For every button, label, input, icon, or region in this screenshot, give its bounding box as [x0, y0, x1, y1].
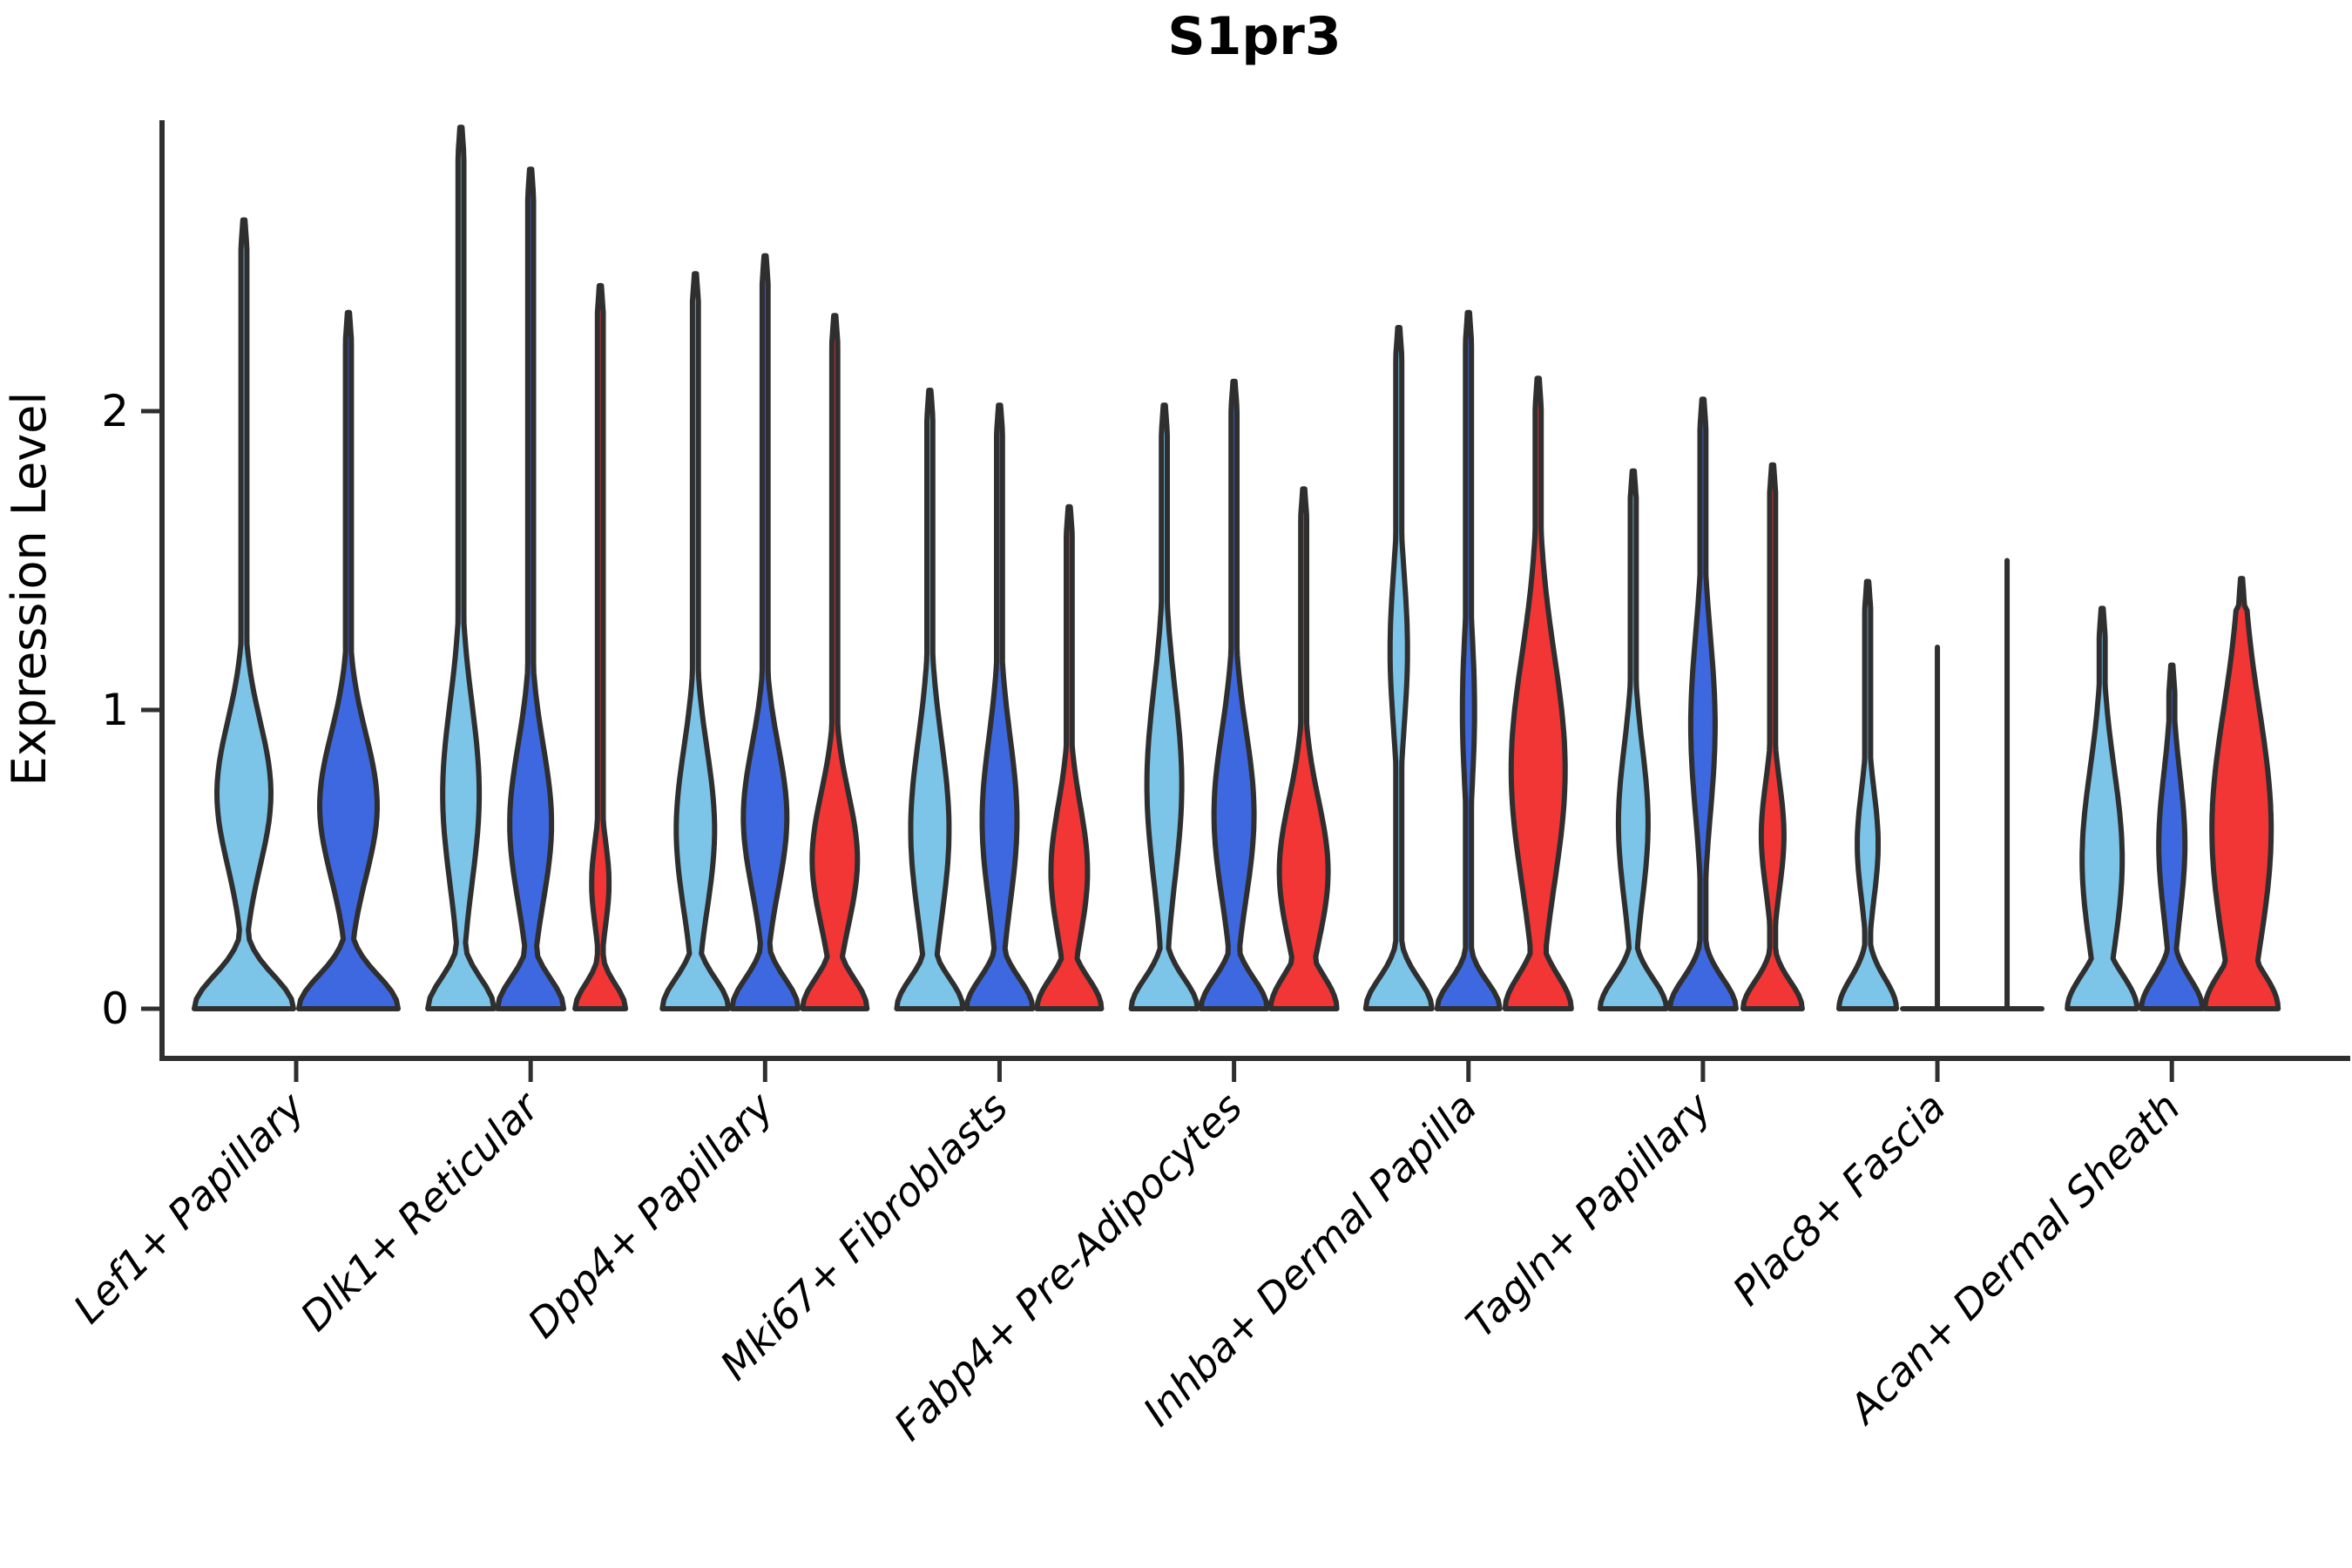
x-tick-label: Dpp4+ Papillary	[518, 1083, 782, 1347]
violin-fabp4-pre-adipocytes-dark_blue	[1198, 378, 1270, 1011]
violin-tagln-papillary-light_blue	[1597, 468, 1669, 1011]
violin-tagln-papillary-red	[1740, 462, 1805, 1011]
violin-dpp4-papillary-dark_blue	[729, 253, 801, 1011]
violin-lef1-papillary-light_blue	[192, 217, 296, 1011]
x-tick-label: Tagln+ Papillary	[1456, 1083, 1720, 1347]
violin-fabp4-pre-adipocytes-red	[1267, 486, 1340, 1011]
violin-inhba-dermal-papilla-light_blue	[1362, 325, 1435, 1011]
violin-plac8-fascia-dark_blue	[1900, 645, 1976, 1011]
violin-acan-dermal-sheath-dark_blue	[2139, 662, 2206, 1011]
violin-acan-dermal-sheath-red	[2202, 576, 2281, 1011]
y-axis-label: Expression Level	[2, 392, 57, 787]
chart-title: S1pr3	[1167, 6, 1341, 67]
violin-inhba-dermal-papilla-red	[1502, 375, 1574, 1011]
violin-mki67-fibroblasts-dark_blue	[963, 402, 1036, 1011]
violin-plac8-fascia-red	[1970, 558, 2045, 1011]
violin-fabp4-pre-adipocytes-light_blue	[1128, 402, 1200, 1011]
violin-dlk1-reticular-red	[572, 282, 629, 1011]
violin-series-group	[192, 125, 2281, 1011]
violin-mki67-fibroblasts-light_blue	[894, 388, 966, 1011]
y-tick-label: 1	[101, 685, 129, 735]
x-tick-label: Lef1+ Papillary	[64, 1083, 314, 1332]
violin-dpp4-papillary-light_blue	[659, 271, 732, 1011]
violin-mki67-fibroblasts-red	[1034, 504, 1105, 1011]
violin-tagln-papillary-dark_blue	[1666, 396, 1739, 1011]
violin-lef1-papillary-dark_blue	[296, 309, 401, 1011]
y-tick-label: 0	[101, 983, 129, 1034]
y-axis-ticks: 0 1 2	[101, 386, 162, 1034]
violin-dlk1-reticular-dark_blue	[495, 166, 567, 1011]
violin-acan-dermal-sheath-light_blue	[2065, 605, 2140, 1011]
violin-plac8-fascia-light_blue	[1836, 578, 1899, 1011]
violin-dpp4-papillary-red	[800, 313, 870, 1011]
x-tick-label: Plac8+ Fascia	[1723, 1084, 1954, 1315]
violin-dlk1-reticular-light_blue	[425, 125, 497, 1011]
x-tick-label: Dlk1+ Reticular	[291, 1081, 550, 1340]
violin-inhba-dermal-papilla-dark_blue	[1434, 309, 1503, 1011]
y-tick-label: 2	[101, 386, 129, 436]
